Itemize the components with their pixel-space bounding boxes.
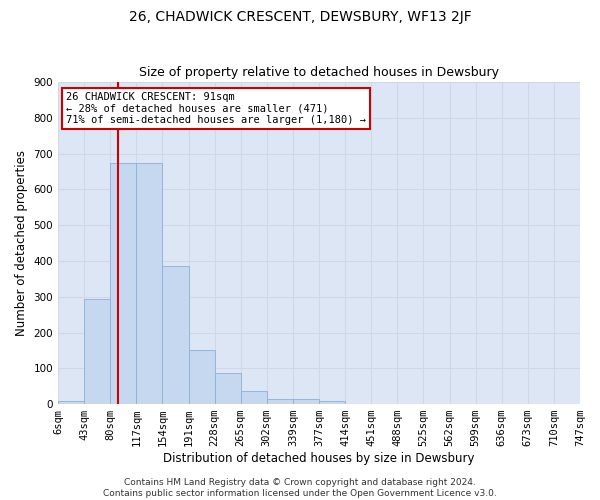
Y-axis label: Number of detached properties: Number of detached properties	[15, 150, 28, 336]
Bar	[84, 299, 110, 404]
Bar	[267, 398, 293, 404]
Bar	[58, 400, 84, 404]
X-axis label: Distribution of detached houses by size in Dewsbury: Distribution of detached houses by size …	[163, 452, 475, 465]
Bar	[136, 162, 163, 404]
Bar	[319, 400, 345, 404]
Title: Size of property relative to detached houses in Dewsbury: Size of property relative to detached ho…	[139, 66, 499, 80]
Bar	[241, 391, 267, 404]
Bar	[188, 350, 215, 404]
Bar	[215, 373, 241, 404]
Text: Contains HM Land Registry data © Crown copyright and database right 2024.
Contai: Contains HM Land Registry data © Crown c…	[103, 478, 497, 498]
Text: 26 CHADWICK CRESCENT: 91sqm
← 28% of detached houses are smaller (471)
71% of se: 26 CHADWICK CRESCENT: 91sqm ← 28% of det…	[66, 92, 366, 125]
Text: 26, CHADWICK CRESCENT, DEWSBURY, WF13 2JF: 26, CHADWICK CRESCENT, DEWSBURY, WF13 2J…	[128, 10, 472, 24]
Bar	[293, 398, 319, 404]
Bar	[110, 162, 136, 404]
Bar	[163, 266, 188, 404]
